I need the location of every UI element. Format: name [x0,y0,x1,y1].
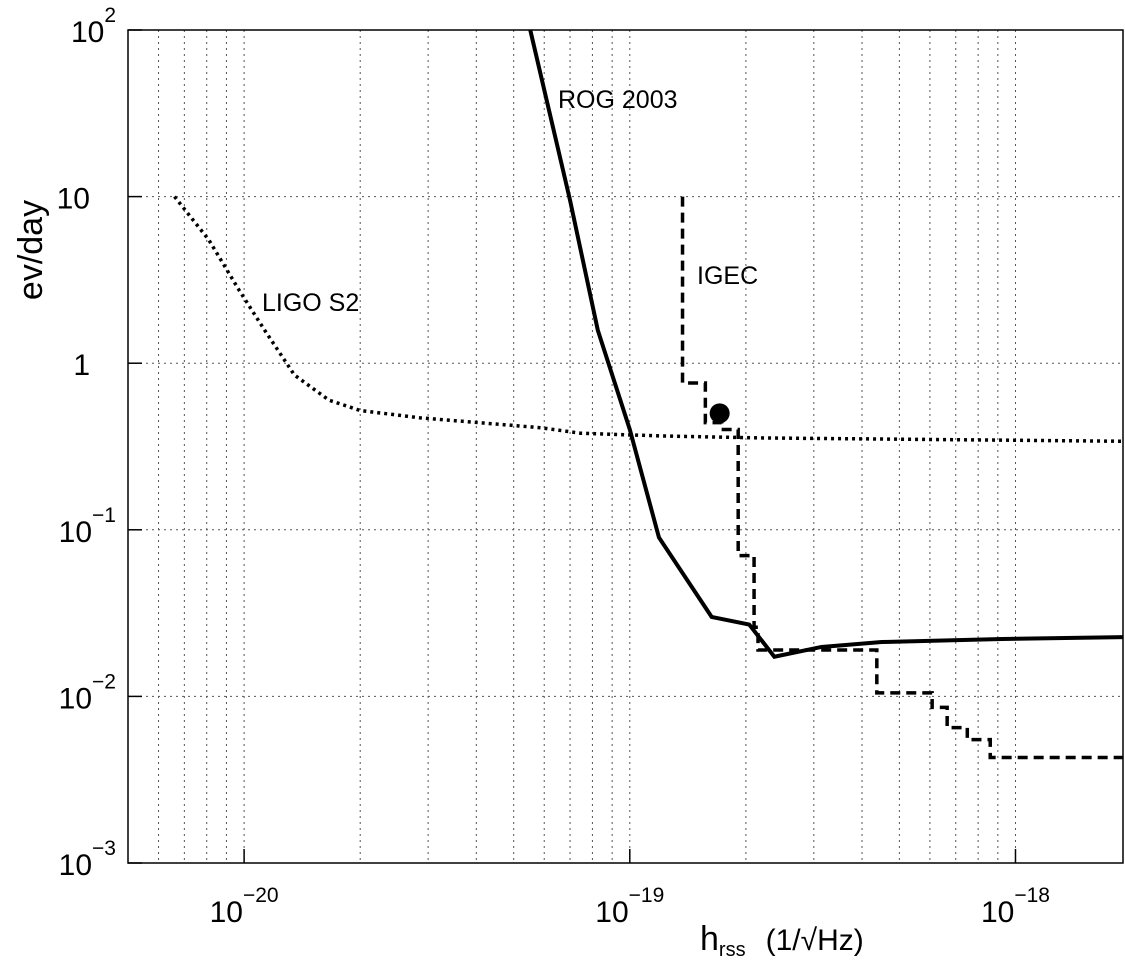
x-axis-label: hrss (1/√Hz) [700,920,864,957]
y-tick-base: 10 [57,183,90,216]
series-label: ROG 2003 [558,86,678,114]
y-tick-exponent: −1 [92,504,116,527]
y-tick-exponent: −3 [92,837,116,860]
x-tick-base: 10 [595,896,628,929]
x-tick-label: 10−18 [981,884,1050,929]
x-tick-exponent: −18 [1014,884,1050,907]
x-axis-label-main: h [700,920,719,957]
y-tick-base: 10 [59,849,92,882]
y-tick-label: 1 [73,349,90,382]
y-tick-label: 10 [57,183,90,216]
series-label: IGEC [697,262,758,290]
x-tick-base: 10 [981,896,1014,929]
y-tick-label: 10−3 [59,837,116,882]
y-tick-label: 102 [71,4,116,49]
x-tick-exponent: −20 [243,884,279,907]
x-tick-base: 10 [210,896,243,929]
series-label: LIGO S2 [262,289,359,317]
y-tick-base: 10 [59,682,92,715]
data-point [709,403,730,424]
series-line [173,195,1123,444]
x-axis-label-unit: (1/√Hz) [766,924,864,957]
y-tick-base: 1 [73,349,90,382]
y-tick-label: 10−1 [59,504,116,549]
x-tick-label: 10−19 [595,884,664,929]
x-tick-label: 10−20 [210,884,279,929]
x-axis-label-sub: rss [719,939,746,957]
y-tick-exponent: −2 [92,670,116,693]
y-tick-exponent: 2 [104,4,116,27]
y-tick-label: 10−2 [59,670,116,715]
plot-frame [127,29,1124,864]
x-tick-exponent: −19 [629,884,665,907]
y-tick-base: 10 [71,16,104,49]
y-axis-label: ev/day [12,200,50,300]
y-tick-base: 10 [59,516,92,549]
series-line [528,30,1123,659]
